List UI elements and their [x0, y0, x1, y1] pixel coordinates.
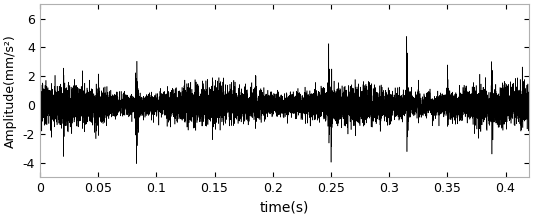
X-axis label: time(s): time(s) [260, 201, 309, 215]
Y-axis label: Amplitude(mm/s²): Amplitude(mm/s²) [4, 34, 17, 148]
